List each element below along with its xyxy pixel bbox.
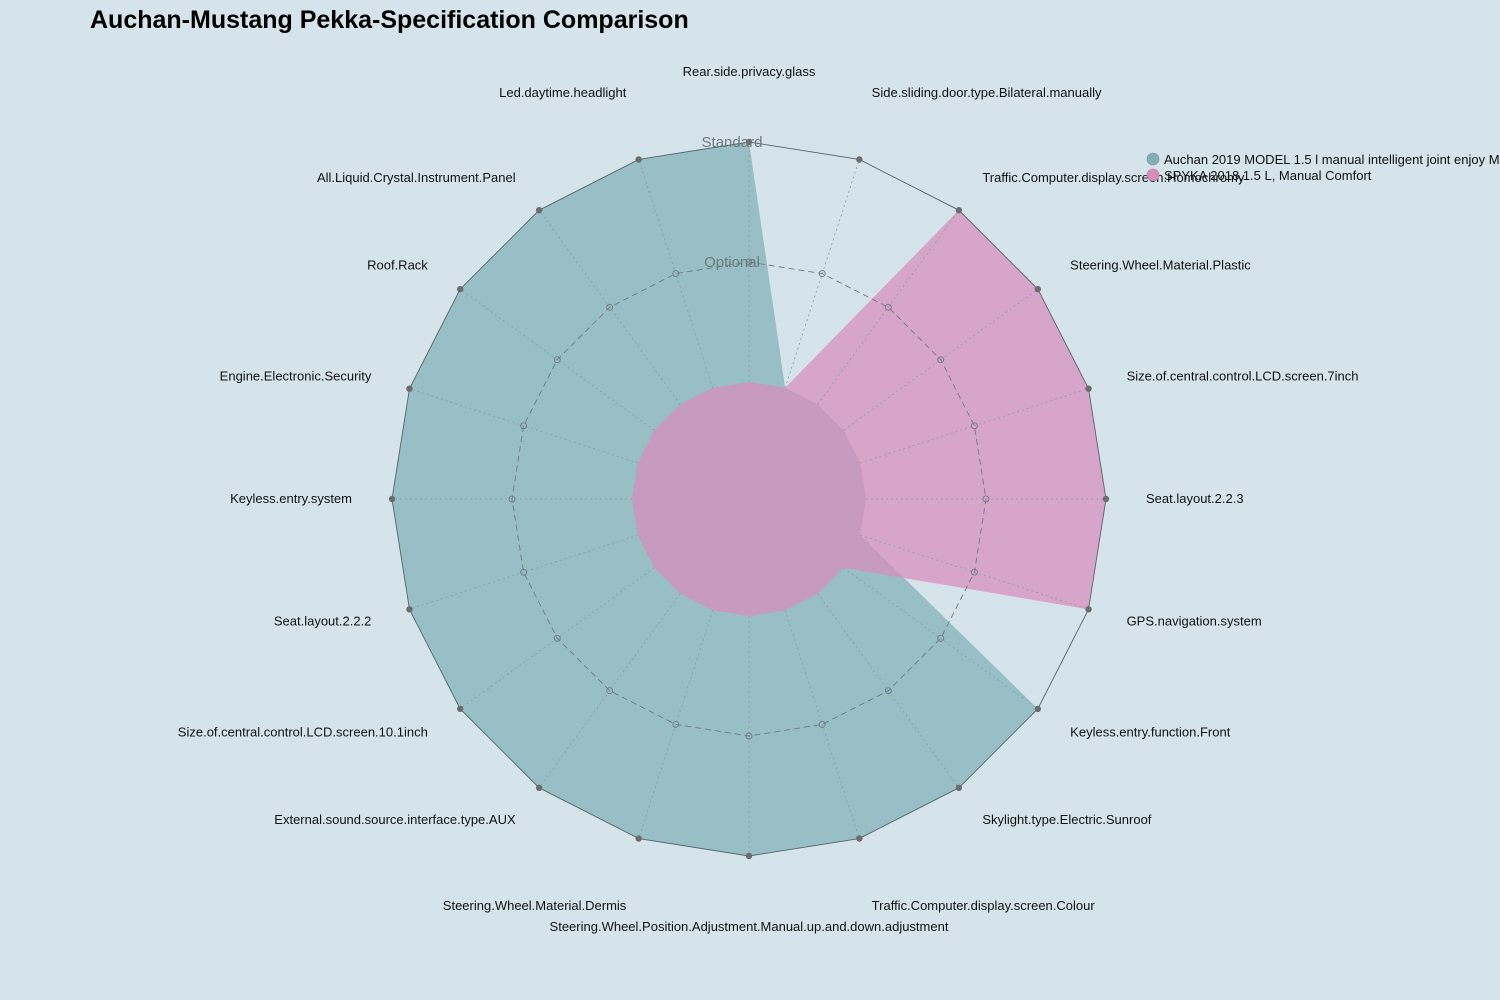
axis-label: Keyless.entry.function.Front xyxy=(1070,724,1231,739)
axis-label: Traffic.Computer.display.screen.Homochro… xyxy=(982,170,1245,185)
grid-marker xyxy=(970,568,978,576)
series-1-area xyxy=(632,210,1106,616)
axis-spoke xyxy=(409,534,638,610)
grid-marker-outer xyxy=(856,835,863,842)
axis-spoke xyxy=(784,610,860,839)
grid-marker-outer xyxy=(635,835,642,842)
axis-spoke xyxy=(817,209,960,405)
grid-marker xyxy=(508,495,516,503)
grid-marker-outer xyxy=(1102,495,1110,503)
grid-marker xyxy=(553,634,561,642)
grid-marker xyxy=(606,303,614,311)
grid-marker xyxy=(884,303,892,311)
axis-spoke xyxy=(860,388,1089,464)
axis-label: Skylight.type.Electric.Sunroof xyxy=(982,812,1151,827)
level-label: Optional xyxy=(704,254,760,271)
grid-marker-outer xyxy=(635,156,642,163)
axis-label: Engine.Electronic.Security xyxy=(220,368,372,383)
grid-marker-outer xyxy=(1085,606,1092,613)
grid-ring-optional xyxy=(511,261,987,737)
grid-marker-outer xyxy=(456,285,464,293)
axis-label: Seat.layout.2.2.3 xyxy=(1146,491,1244,506)
axis-label: Size.of.central.control.LCD.screen.10.1i… xyxy=(178,724,428,739)
axis-spoke xyxy=(538,593,681,789)
level-label: Standard xyxy=(702,134,763,151)
axis-spoke xyxy=(638,159,714,388)
grid-marker-outer xyxy=(406,606,413,613)
axis-label: Size.of.central.control.LCD.screen.7inch xyxy=(1127,368,1359,383)
grid-marker xyxy=(520,422,528,430)
grid-marker xyxy=(672,720,680,728)
grid-marker xyxy=(520,568,528,576)
axis-label: All.Liquid.Crystal.Instrument.Panel xyxy=(317,170,516,185)
grid-marker-outer xyxy=(745,138,753,146)
grid-marker-outer xyxy=(456,705,464,713)
grid-marker-outer xyxy=(745,852,753,860)
grid-marker-outer xyxy=(535,206,543,214)
legend-swatch-0 xyxy=(1146,152,1160,166)
grid-marker-outer xyxy=(856,156,863,163)
grid-marker-outer xyxy=(1034,705,1042,713)
grid-marker xyxy=(937,634,945,642)
grid-marker-outer xyxy=(388,495,396,503)
legend-label-1: SPYKA 2018,1.5 L, Manual Comfort xyxy=(1164,168,1372,183)
grid-marker xyxy=(937,356,945,364)
grid-marker xyxy=(672,270,680,278)
grid-marker-outer xyxy=(1085,385,1092,392)
chart-title: Auchan-Mustang Pekka-Specification Compa… xyxy=(90,6,689,34)
grid-marker xyxy=(818,720,826,728)
axis-label: Traffic.Computer.display.screen.Colour xyxy=(872,898,1096,913)
grid-marker xyxy=(818,270,826,278)
axis-label: Rear.side.privacy.glass xyxy=(683,64,816,79)
axis-spoke xyxy=(409,388,638,464)
axis-label: External.sound.source.interface.type.AUX xyxy=(274,812,516,827)
grid-marker xyxy=(884,687,892,695)
axis-label: Roof.Rack xyxy=(367,258,428,273)
legend-label-0: Auchan 2019 MODEL 1.5 l manual intellige… xyxy=(1164,152,1500,167)
grid-marker-outer xyxy=(1034,285,1042,293)
grid-marker xyxy=(745,732,753,740)
grid-marker xyxy=(982,495,990,503)
axis-label: Keyless.entry.system xyxy=(230,491,352,506)
grid-marker xyxy=(745,258,753,266)
grid-marker-outer xyxy=(406,385,413,392)
axis-label: Steering.Wheel.Material.Plastic xyxy=(1070,258,1251,273)
grid-marker xyxy=(553,356,561,364)
axis-label: Steering.Wheel.Material.Dermis xyxy=(443,898,627,913)
axis-spoke xyxy=(843,567,1039,710)
axis-label: Led.daytime.headlight xyxy=(499,85,627,100)
legend-swatch-1 xyxy=(1146,168,1160,182)
axis-label: Steering.Wheel.Position.Adjustment.Manua… xyxy=(550,919,949,934)
grid-marker-outer xyxy=(955,206,963,214)
grid-marker-outer xyxy=(955,784,963,792)
axis-label: Seat.layout.2.2.2 xyxy=(274,614,372,629)
grid-marker xyxy=(970,422,978,430)
axis-label: Side.sliding.door.type.Bilateral.manuall… xyxy=(872,85,1102,100)
grid-marker xyxy=(606,687,614,695)
axis-label: GPS.navigation.system xyxy=(1127,614,1262,629)
grid-marker-outer xyxy=(535,784,543,792)
